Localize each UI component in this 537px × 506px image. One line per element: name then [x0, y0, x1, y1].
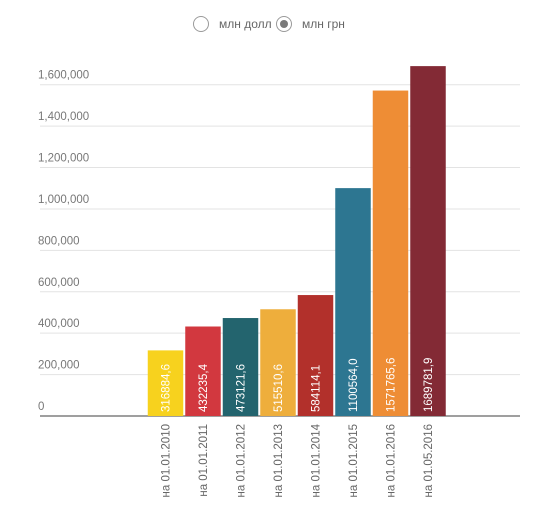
- bar-value-label: 1100564,0: [348, 358, 360, 412]
- bar[interactable]: [147, 350, 184, 416]
- y-tick-label: 1,000,000: [38, 194, 89, 206]
- radio-usd-icon[interactable]: [193, 16, 209, 32]
- y-tick-label: 0: [38, 401, 44, 413]
- bar[interactable]: [372, 90, 409, 416]
- legend: млн долл млн грн: [0, 14, 537, 38]
- legend-label-uah: млн грн: [302, 17, 345, 31]
- y-tick-label: 1,400,000: [38, 111, 89, 123]
- bar-value-label: 1571765,6: [386, 358, 398, 412]
- y-tick-label: 200,000: [38, 360, 80, 372]
- y-axis: 0 200,000 400,000 600,000 800,000 1,000,000 1,…: [38, 70, 89, 413]
- x-tick-label: на 01.01.2016: [386, 424, 398, 498]
- y-tick-label: 1,200,000: [38, 153, 89, 165]
- bar[interactable]: [410, 66, 446, 416]
- x-tick-label: на 01.01.2012: [236, 424, 248, 498]
- x-axis: на 01.01.2010 на 01.01.2011 на 01.01.2012 н…: [161, 423, 436, 497]
- x-tick-label: на 01.01.2013: [273, 424, 285, 498]
- y-tick-label: 800,000: [38, 235, 80, 247]
- bar-value-label: 1689781,9: [423, 358, 435, 412]
- x-tick-label: на 01.01.2015: [348, 424, 360, 498]
- y-tick-label: 600,000: [38, 277, 80, 289]
- x-tick-label: на 01.05.2016: [423, 424, 435, 498]
- bar-value-label: 473121,6: [236, 364, 248, 412]
- bar-value-label: 432235,4: [198, 363, 210, 412]
- radio-uah-icon[interactable]: [276, 16, 292, 32]
- bar-value-label: 515510,6: [273, 364, 285, 412]
- bar-value-label: 584114,1: [311, 365, 323, 412]
- bar[interactable]: [335, 188, 371, 416]
- bar-value-label: 316884,6: [161, 364, 173, 412]
- x-tick-label: на 01.01.2010: [161, 424, 173, 498]
- bar[interactable]: [260, 309, 296, 416]
- bar[interactable]: [185, 326, 221, 416]
- y-tick-label: 1,600,000: [38, 70, 89, 82]
- bars: 316884,6 432235,4 473121,6 515510,6 584114,1…: [147, 66, 446, 416]
- y-tick-label: 400,000: [38, 318, 80, 330]
- x-tick-label: на 01.01.2011: [198, 424, 210, 497]
- legend-label-usd: млн долл: [219, 17, 272, 31]
- bar[interactable]: [297, 295, 334, 416]
- x-tick-label: на 01.01.2014: [311, 423, 323, 497]
- bar[interactable]: [222, 318, 259, 416]
